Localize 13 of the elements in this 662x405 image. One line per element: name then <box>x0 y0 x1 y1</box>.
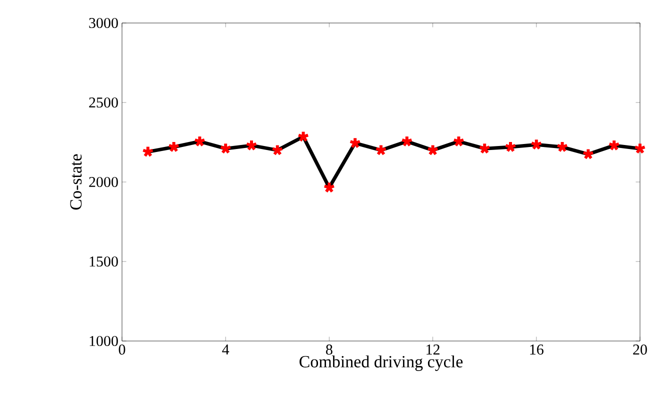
y-tick-label: 3000 <box>89 18 118 28</box>
x-tick-label: 20 <box>633 344 647 355</box>
x-tick-label: 8 <box>326 344 332 355</box>
y-tick-label: 1500 <box>90 256 118 267</box>
y-tick-label: 2500 <box>89 97 118 108</box>
x-axis-title: Combined driving cycle <box>300 355 463 371</box>
y-tick-label: 1000 <box>90 336 118 346</box>
y-axis-title: Co-state <box>70 154 82 210</box>
x-tick-label: 16 <box>530 344 544 355</box>
y-tick-label: 2000 <box>89 176 118 188</box>
x-tick-label: 12 <box>426 344 440 354</box>
x-tick-label: 4 <box>222 344 230 354</box>
x-tick-label: 0 <box>118 344 126 355</box>
